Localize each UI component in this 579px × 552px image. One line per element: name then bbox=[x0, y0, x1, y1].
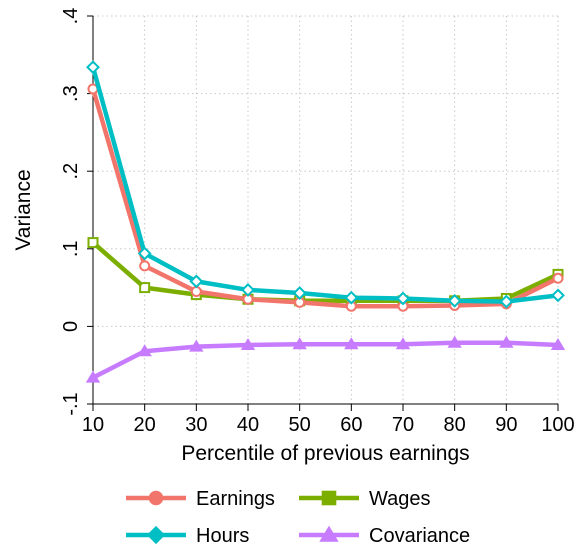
legend-marker bbox=[146, 525, 166, 545]
wages-point bbox=[139, 282, 151, 294]
hours-marker-bg bbox=[450, 296, 459, 305]
earnings-marker-bg bbox=[347, 302, 356, 311]
covariance-point bbox=[85, 370, 101, 383]
x-tick-label: 30 bbox=[185, 414, 207, 436]
hours-marker-bg bbox=[554, 291, 562, 300]
hours-line bbox=[90, 64, 561, 304]
x-tick-label: 90 bbox=[495, 414, 517, 436]
hours-marker-bg bbox=[192, 277, 201, 286]
hours-marker-bg bbox=[347, 293, 356, 302]
legend: Earnings Wages Hours Covariance bbox=[126, 488, 470, 547]
y-tick-label: .2 bbox=[60, 163, 82, 180]
hours-marker-bg bbox=[140, 249, 149, 258]
x-tick-label: 100 bbox=[541, 414, 574, 436]
x-tick-label: 20 bbox=[134, 414, 156, 436]
covariance-line bbox=[90, 340, 561, 380]
hours-marker-bg bbox=[295, 289, 304, 298]
legend-marker bbox=[148, 490, 164, 506]
hours-marker-bg bbox=[399, 294, 407, 303]
legend-item-covariance: Covariance bbox=[299, 525, 470, 547]
earnings-marker-bg bbox=[89, 84, 97, 93]
x-tick-label: 40 bbox=[237, 414, 259, 436]
y-tick-label: .3 bbox=[60, 85, 82, 102]
covariance-point bbox=[344, 337, 359, 350]
series-layer bbox=[85, 60, 566, 383]
covariance-point bbox=[137, 344, 152, 357]
hours-point bbox=[396, 291, 410, 306]
series-covariance bbox=[85, 335, 566, 383]
series-earnings bbox=[87, 83, 564, 312]
covariance-point bbox=[447, 335, 462, 348]
covariance-point bbox=[189, 339, 204, 352]
legend-marker bbox=[321, 490, 337, 506]
x-tick-label: 80 bbox=[444, 414, 466, 436]
y-tick-label: .4 bbox=[60, 8, 82, 25]
y-axis-label: Variance bbox=[12, 169, 35, 250]
x-axis-label: Percentile of previous earnings bbox=[181, 442, 469, 465]
legend-label: Covariance bbox=[369, 525, 470, 547]
wages-line bbox=[90, 240, 561, 304]
legend-label: Earnings bbox=[196, 488, 275, 510]
earnings-point bbox=[139, 260, 151, 272]
y-tick-label: 0 bbox=[60, 321, 82, 332]
y-tick-label: -.1 bbox=[60, 392, 82, 415]
series-hours bbox=[86, 60, 565, 309]
covariance-point bbox=[550, 338, 566, 351]
wages-marker-bg bbox=[140, 283, 149, 292]
axes: -.1 0 .1 .2 .3 .4 10 20 30 40 50 60 70 80 90 100 bbox=[60, 8, 575, 436]
hours-marker-bg bbox=[244, 285, 252, 294]
x-tick-label: 60 bbox=[340, 414, 362, 436]
earnings-marker-bg bbox=[192, 287, 201, 296]
earnings-marker-bg bbox=[295, 298, 304, 307]
hours-point bbox=[241, 283, 255, 297]
hours-point bbox=[189, 274, 204, 289]
y-tick-label: .1 bbox=[60, 240, 82, 257]
earnings-marker-bg bbox=[554, 274, 562, 283]
hours-point bbox=[551, 288, 565, 303]
wages-marker-bg bbox=[89, 238, 97, 247]
earnings-marker-bg bbox=[140, 261, 149, 270]
hours-marker-bg bbox=[89, 63, 97, 72]
covariance-point bbox=[240, 338, 256, 351]
hours-point bbox=[499, 294, 514, 309]
hours-point bbox=[86, 60, 100, 75]
earnings-marker-bg bbox=[399, 302, 407, 311]
x-tick-label: 10 bbox=[82, 414, 104, 436]
covariance-point bbox=[292, 337, 307, 350]
legend-label: Wages bbox=[369, 488, 431, 510]
earnings-marker-bg bbox=[244, 295, 252, 304]
hours-point bbox=[292, 286, 307, 300]
earnings-line bbox=[90, 86, 561, 309]
x-tick-label: 70 bbox=[392, 414, 414, 436]
legend-item-wages: Wages bbox=[299, 488, 431, 510]
x-tick-label: 50 bbox=[289, 414, 311, 436]
hours-point bbox=[137, 246, 152, 261]
earnings-point bbox=[345, 300, 357, 312]
legend-item-hours: Hours bbox=[126, 525, 249, 547]
hours-point bbox=[447, 293, 462, 308]
legend-marker bbox=[319, 525, 339, 542]
hours-marker-bg bbox=[502, 297, 511, 306]
legend-label: Hours bbox=[196, 525, 249, 547]
hours-point bbox=[344, 290, 359, 305]
wages-point bbox=[87, 237, 99, 249]
legend-item-earnings: Earnings bbox=[126, 488, 275, 510]
earnings-point bbox=[552, 272, 564, 284]
covariance-point bbox=[395, 337, 411, 350]
covariance-point bbox=[499, 335, 514, 348]
